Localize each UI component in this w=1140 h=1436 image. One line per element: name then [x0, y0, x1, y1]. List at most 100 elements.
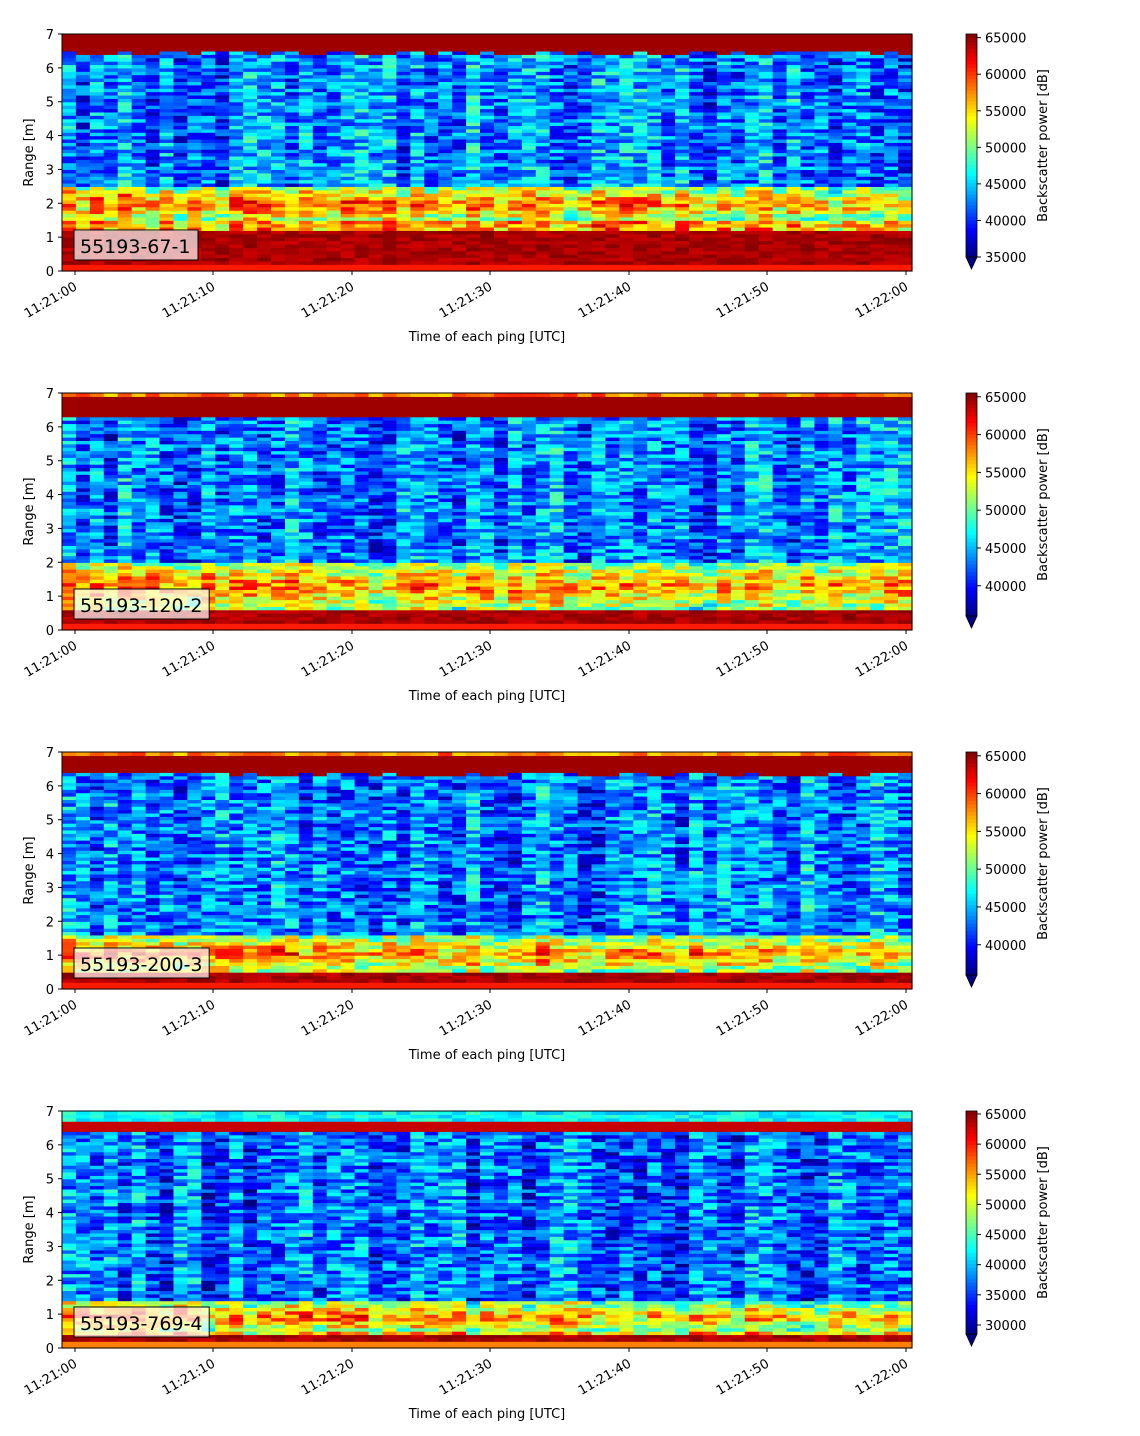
heatmap-cell [173, 135, 189, 140]
heatmap-cell [591, 193, 607, 198]
heatmap-cell [62, 226, 77, 231]
heatmap-cell [271, 50, 286, 55]
heatmap-cell [243, 182, 258, 187]
heatmap-cell [75, 460, 91, 465]
heatmap-cell [382, 226, 398, 231]
heatmap-cell [229, 155, 244, 160]
heatmap-cell [744, 152, 760, 157]
heatmap-cell [354, 166, 370, 171]
heatmap-cell [173, 562, 189, 567]
heatmap-cell [410, 67, 425, 72]
heatmap-cell [284, 78, 300, 82]
heatmap-cell [661, 233, 676, 238]
heatmap-cell [340, 179, 356, 184]
heatmap-cell [89, 74, 105, 79]
heatmap-cell [89, 67, 105, 72]
heatmap-cell [103, 548, 119, 553]
heatmap-cell [563, 37, 579, 42]
heatmap-cell [480, 145, 495, 150]
heatmap-cell [89, 585, 105, 590]
heatmap-cell [758, 159, 774, 164]
heatmap-cell [243, 34, 258, 38]
heatmap-cell [591, 220, 607, 225]
heatmap-cell [521, 223, 537, 228]
heatmap-cell [201, 152, 216, 157]
heatmap-cell [396, 149, 411, 154]
heatmap-cell [577, 57, 593, 62]
heatmap-cell [884, 172, 899, 177]
heatmap-cell [117, 481, 133, 486]
heatmap-cell [758, 67, 774, 72]
heatmap-cell [661, 237, 676, 242]
heatmap-cell [368, 213, 384, 218]
heatmap-cell [159, 572, 175, 577]
heatmap-cell [856, 162, 871, 167]
heatmap-cell [117, 84, 133, 89]
heatmap-cell [145, 128, 161, 133]
heatmap-cell [535, 250, 551, 255]
heatmap-cell [549, 132, 565, 137]
heatmap-cell [62, 545, 77, 550]
heatmap-cell [438, 162, 453, 167]
heatmap-cell [131, 189, 147, 194]
heatmap-cell [730, 111, 746, 116]
heatmap-cell [772, 189, 788, 194]
heatmap-cell [452, 61, 467, 66]
heatmap-cell [354, 216, 370, 221]
heatmap-cell [187, 264, 202, 269]
heatmap-cell [103, 420, 119, 425]
heatmap-cell [117, 413, 133, 418]
heatmap-cell [702, 122, 718, 127]
heatmap-cell [75, 74, 91, 79]
heatmap-cell [786, 267, 802, 272]
heatmap-cell [159, 464, 175, 469]
heatmap-cell [786, 74, 802, 79]
heatmap-cell [466, 254, 481, 259]
heatmap-cell [591, 64, 607, 69]
heatmap-cell [326, 267, 342, 272]
heatmap-cell [326, 98, 342, 103]
heatmap-cell [661, 203, 676, 208]
heatmap-cell [856, 74, 871, 79]
heatmap-cell [535, 203, 551, 208]
heatmap-cell [103, 481, 119, 486]
heatmap-cell [689, 135, 704, 140]
heatmap-cell [689, 88, 704, 93]
heatmap-cell [786, 223, 802, 228]
heatmap-cell [117, 575, 133, 580]
heatmap-cell [563, 257, 579, 262]
heatmap-cell [257, 142, 272, 147]
heatmap-cell [145, 508, 161, 513]
heatmap-cell [340, 84, 356, 89]
heatmap-cell [229, 138, 244, 143]
heatmap-cell [326, 193, 342, 198]
heatmap-cell [131, 420, 147, 425]
heatmap-cell [62, 162, 77, 167]
heatmap-cell [493, 115, 509, 120]
heatmap-cell [563, 267, 579, 272]
heatmap-cell [716, 145, 732, 150]
heatmap-cell [424, 199, 439, 204]
heatmap-cell [730, 155, 746, 160]
heatmap-cell [424, 128, 439, 133]
heatmap-cell [326, 142, 342, 147]
heatmap-cell [814, 111, 829, 116]
heatmap-cell [521, 240, 537, 245]
heatmap-cell [856, 125, 871, 130]
heatmap-cell [730, 128, 746, 133]
heatmap-cell [452, 74, 467, 79]
heatmap-cell [689, 47, 704, 52]
heatmap-cell [898, 84, 913, 89]
heatmap-cell [257, 247, 272, 252]
heatmap-cell [173, 619, 189, 624]
heatmap-cell [117, 159, 133, 164]
heatmap-cell [744, 135, 760, 140]
heatmap-cell [215, 264, 230, 269]
heatmap-cell [103, 91, 119, 96]
heatmap-cell [633, 155, 648, 160]
heatmap-cell [480, 210, 495, 215]
heatmap-cell [549, 84, 565, 89]
heatmap-cell [340, 101, 356, 106]
heatmap-cell [661, 264, 676, 269]
heatmap-cell [75, 71, 91, 76]
